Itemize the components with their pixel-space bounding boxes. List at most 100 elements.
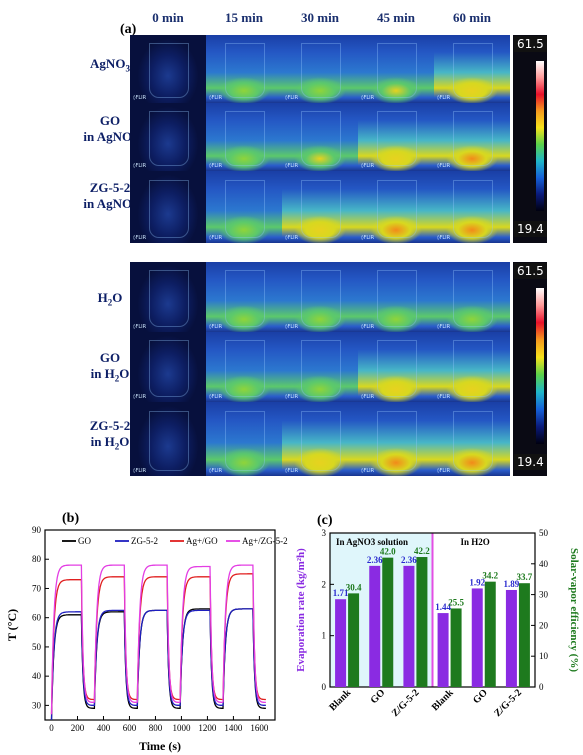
colorbar-group1 (513, 35, 547, 243)
flir-logo: ◊FLIR (361, 468, 375, 474)
efficiency-bar (382, 557, 394, 687)
flir-logo: ◊FLIR (209, 235, 223, 241)
beaker-outline (149, 43, 189, 99)
flir-logo: ◊FLIR (437, 235, 451, 241)
y-axis-label-left: Evaporation rate (kg/m²h) (295, 548, 307, 672)
y-tick-label-right: 0 (539, 682, 544, 692)
flir-logo: ◊FLIR (209, 95, 223, 101)
beaker-outline (149, 111, 189, 167)
beaker-outline (377, 111, 417, 167)
flir-logo: ◊FLIR (133, 324, 147, 330)
thermal-image-r5-c1: ◊FLIR (206, 402, 282, 476)
thermal-image-r4-c1: ◊FLIR (206, 332, 282, 402)
thermal-image-r5-c0: ◊FLIR (130, 402, 206, 476)
thermal-image-r1-c4: ◊FLIR (434, 103, 510, 171)
flir-logo: ◊FLIR (285, 468, 299, 474)
beaker-outline (301, 410, 341, 471)
thermal-image-r2-c1: ◊FLIR (206, 171, 282, 243)
flir-logo: ◊FLIR (133, 394, 147, 400)
beaker-outline (301, 340, 341, 397)
series-line-2 (50, 573, 266, 715)
flir-logo: ◊FLIR (133, 95, 147, 101)
rate-value-label: 1.71 (333, 588, 349, 598)
efficiency-bar (348, 593, 360, 687)
x-tick-label-b: 1200 (198, 723, 217, 733)
beaker-outline (225, 179, 265, 238)
flir-logo: ◊FLIR (437, 95, 451, 101)
thermal-image-r0-c1: ◊FLIR (206, 35, 282, 103)
y-axis-label-right: Solar-vapor efficiency (%) (568, 548, 580, 672)
x-category-label: Blank (430, 687, 456, 713)
group-title-h2o: In H2O (461, 537, 490, 547)
legend-label-1: ZG-5-2 (131, 536, 158, 546)
flir-logo: ◊FLIR (209, 468, 223, 474)
row-label-go-in-agno3: GO in AgNO3 (83, 113, 136, 147)
x-category-label: GO (369, 687, 388, 706)
thermal-image-r3-c1: ◊FLIR (206, 262, 282, 332)
flir-logo: ◊FLIR (437, 324, 451, 330)
flir-logo: ◊FLIR (437, 394, 451, 400)
flir-logo: ◊FLIR (437, 468, 451, 474)
thermal-image-r4-c4: ◊FLIR (434, 332, 510, 402)
y-axis-label-b: T (°C) (5, 609, 19, 641)
y-tick-label-b: 80 (32, 554, 42, 564)
thermal-image-r0-c3: ◊FLIR (358, 35, 434, 103)
flir-logo: ◊FLIR (133, 468, 147, 474)
rate-value-label: 1.44 (435, 602, 451, 612)
y-tick-label-right: 50 (539, 528, 549, 538)
x-tick-label-b: 1400 (224, 723, 243, 733)
beaker-outline (453, 111, 493, 167)
beaker-outline (225, 111, 265, 167)
colorbar-min-1: 19.4 (514, 221, 547, 237)
series-line-3 (50, 564, 266, 715)
flir-logo: ◊FLIR (361, 235, 375, 241)
time-header-4: 60 min (453, 10, 491, 25)
beaker-outline (225, 410, 265, 471)
flir-logo: ◊FLIR (361, 163, 375, 169)
series-line-1 (50, 608, 267, 721)
x-category-label: Blank (327, 687, 353, 713)
flir-logo: ◊FLIR (209, 394, 223, 400)
rate-value-label: 1.92 (469, 577, 485, 587)
efficiency-value-label: 25.5 (448, 597, 464, 607)
thermal-image-r1-c3: ◊FLIR (358, 103, 434, 171)
legend-label-2: Ag+/GO (186, 536, 218, 546)
y-tick-label-left: 0 (322, 682, 327, 692)
x-tick-label-b: 200 (71, 723, 85, 733)
beaker-outline (225, 270, 265, 327)
x-tick-label-b: 0 (49, 723, 54, 733)
agno3-region-bg (330, 533, 433, 687)
thermal-image-r4-c0: ◊FLIR (130, 332, 206, 402)
x-category-label: Z/G-5-2 (390, 687, 422, 719)
time-header-1: 15 min (225, 10, 263, 25)
rate-value-label: 1.89 (504, 579, 520, 589)
thermal-image-r3-c3: ◊FLIR (358, 262, 434, 332)
thermal-image-r3-c0: ◊FLIR (130, 262, 206, 332)
beaker-outline (377, 179, 417, 238)
beaker-outline (301, 43, 341, 99)
row-label-h2o: H2O (97, 290, 123, 308)
row-label-go-in-h2o: GO in H2O (90, 350, 130, 384)
y-tick-label-right: 30 (539, 590, 549, 600)
efficiency-value-label: 30.4 (346, 582, 362, 592)
y-tick-label-b: 50 (32, 642, 42, 652)
colorbar-gradient-2 (536, 288, 544, 444)
beaker-outline (377, 340, 417, 397)
thermal-image-r2-c4: ◊FLIR (434, 171, 510, 243)
y-tick-label-right: 40 (539, 559, 549, 569)
rate-bar (505, 589, 517, 687)
efficiency-bar (450, 608, 462, 687)
rate-bar (335, 599, 347, 687)
time-header-0: 0 min (152, 10, 184, 25)
y-tick-label-b: 90 (32, 525, 42, 535)
x-tick-label-b: 400 (97, 723, 111, 733)
flir-logo: ◊FLIR (285, 163, 299, 169)
thermal-image-r2-c3: ◊FLIR (358, 171, 434, 243)
legend-label-3: Ag+/ZG-5-2 (242, 536, 288, 546)
legend-label-0: GO (78, 536, 91, 546)
flir-logo: ◊FLIR (285, 95, 299, 101)
x-axis-label-b: Time (s) (139, 739, 181, 753)
thermal-image-r5-c3: ◊FLIR (358, 402, 434, 476)
beaker-outline (377, 43, 417, 99)
flir-logo: ◊FLIR (285, 394, 299, 400)
